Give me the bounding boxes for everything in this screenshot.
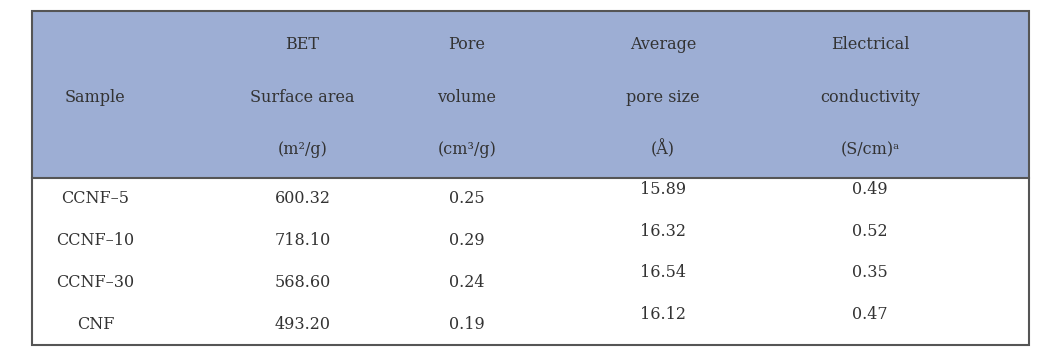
Text: 0.24: 0.24 bbox=[449, 274, 485, 291]
Text: conductivity: conductivity bbox=[820, 89, 920, 106]
Text: 16.54: 16.54 bbox=[640, 265, 686, 282]
Text: 0.52: 0.52 bbox=[852, 222, 888, 240]
Text: CCNF–10: CCNF–10 bbox=[56, 232, 135, 249]
Text: 0.25: 0.25 bbox=[449, 190, 485, 208]
Text: CNF: CNF bbox=[76, 316, 115, 333]
Text: CCNF–30: CCNF–30 bbox=[56, 274, 135, 291]
Text: 15.89: 15.89 bbox=[640, 181, 686, 198]
Text: BET: BET bbox=[285, 36, 319, 53]
Text: 0.49: 0.49 bbox=[852, 181, 888, 198]
Text: 493.20: 493.20 bbox=[275, 316, 330, 333]
Text: CCNF–5: CCNF–5 bbox=[62, 190, 129, 208]
Text: Surface area: Surface area bbox=[250, 89, 354, 106]
FancyBboxPatch shape bbox=[32, 178, 1029, 345]
Text: (cm³/g): (cm³/g) bbox=[437, 141, 497, 158]
Text: (S/cm)ᵃ: (S/cm)ᵃ bbox=[840, 141, 900, 158]
Text: 568.60: 568.60 bbox=[274, 274, 331, 291]
Text: 600.32: 600.32 bbox=[275, 190, 330, 208]
Text: 16.32: 16.32 bbox=[640, 222, 686, 240]
Text: (m²/g): (m²/g) bbox=[277, 141, 328, 158]
Text: 718.10: 718.10 bbox=[274, 232, 331, 249]
Text: 0.19: 0.19 bbox=[449, 316, 485, 333]
Text: Electrical: Electrical bbox=[831, 36, 909, 53]
Text: Pore: Pore bbox=[449, 36, 485, 53]
Text: 0.47: 0.47 bbox=[852, 306, 888, 323]
Text: (Å): (Å) bbox=[651, 140, 675, 159]
FancyBboxPatch shape bbox=[32, 11, 1029, 178]
Text: pore size: pore size bbox=[626, 89, 700, 106]
Text: 0.35: 0.35 bbox=[852, 265, 888, 282]
Text: Average: Average bbox=[630, 36, 696, 53]
Text: Sample: Sample bbox=[65, 89, 126, 106]
Text: 0.29: 0.29 bbox=[449, 232, 485, 249]
Text: 16.12: 16.12 bbox=[640, 306, 686, 323]
Text: volume: volume bbox=[437, 89, 497, 106]
